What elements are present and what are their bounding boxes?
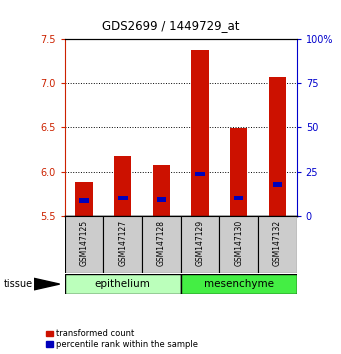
- Bar: [195, 172, 205, 176]
- Bar: [153, 165, 170, 216]
- Bar: [79, 198, 89, 202]
- Text: epithelium: epithelium: [95, 279, 151, 289]
- Bar: [234, 196, 243, 200]
- Bar: [269, 77, 286, 216]
- Text: mesenchyme: mesenchyme: [204, 279, 274, 289]
- Text: GSM147130: GSM147130: [234, 220, 243, 266]
- Bar: [258, 216, 297, 273]
- Bar: [118, 196, 128, 200]
- Bar: [191, 50, 209, 216]
- Bar: [181, 216, 219, 273]
- Text: GSM147128: GSM147128: [157, 220, 166, 266]
- Polygon shape: [34, 278, 60, 290]
- Bar: [103, 216, 142, 273]
- Text: GSM147127: GSM147127: [118, 220, 127, 266]
- Bar: [75, 182, 93, 216]
- Bar: [142, 216, 181, 273]
- Text: tissue: tissue: [3, 279, 32, 289]
- Text: GSM147125: GSM147125: [79, 220, 89, 266]
- Bar: [114, 156, 132, 216]
- Text: GDS2699 / 1449729_at: GDS2699 / 1449729_at: [102, 19, 239, 32]
- Bar: [230, 128, 247, 216]
- Bar: [219, 216, 258, 273]
- Text: GSM147129: GSM147129: [195, 220, 205, 266]
- Text: GSM147132: GSM147132: [273, 220, 282, 266]
- Bar: [65, 216, 103, 273]
- Bar: [65, 274, 181, 294]
- Bar: [181, 274, 297, 294]
- Legend: transformed count, percentile rank within the sample: transformed count, percentile rank withi…: [45, 329, 199, 350]
- Bar: [157, 198, 166, 202]
- Bar: [272, 182, 282, 187]
